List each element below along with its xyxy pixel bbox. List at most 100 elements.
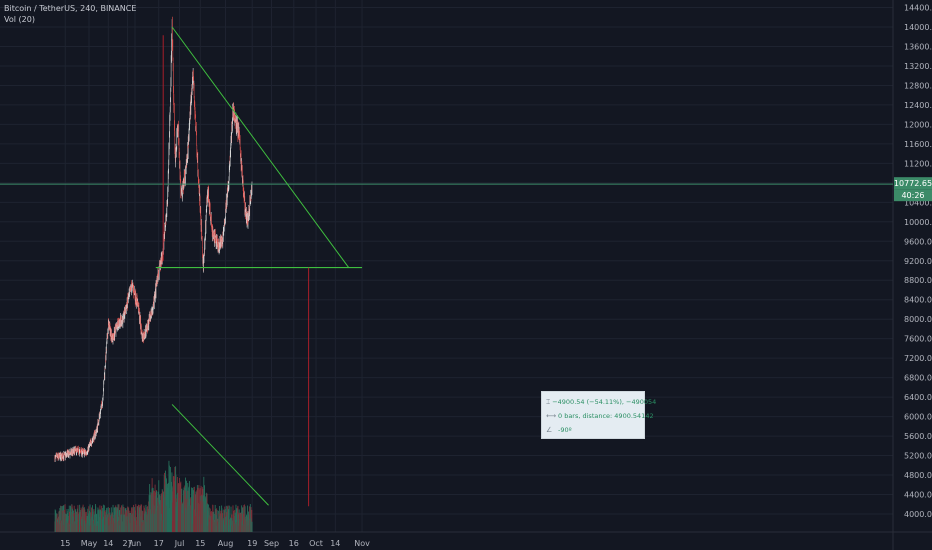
y-tick-label: 14000.00	[904, 23, 932, 32]
volume-bar	[210, 511, 211, 532]
volume-bar	[200, 485, 202, 532]
y-tick-label: 5200.00	[904, 452, 932, 461]
volume-indicator-label[interactable]: Vol (20)	[4, 15, 35, 24]
volume-bar	[171, 486, 173, 532]
volume-bar	[192, 501, 194, 532]
volume-bar	[121, 514, 123, 532]
upper-trendline	[171, 26, 350, 268]
volume-bar	[251, 509, 253, 532]
volume-bar	[210, 516, 212, 532]
volume-bar	[213, 511, 215, 532]
price-candles	[54, 16, 253, 462]
volume-bar	[216, 508, 218, 532]
volume-bar	[68, 508, 70, 532]
drawings[interactable]	[0, 26, 893, 507]
volume-bar	[96, 514, 98, 532]
y-tick-label: 13600.00	[904, 42, 932, 51]
volume-bar	[117, 508, 118, 532]
volume-bar	[231, 518, 233, 532]
x-tick-label: 15	[195, 539, 205, 548]
volume-bar	[242, 513, 244, 532]
y-tick-label: 12000.00	[904, 120, 932, 129]
x-tick-label: 19	[247, 539, 257, 548]
volume-bar	[242, 507, 244, 532]
volume-bar	[168, 465, 170, 532]
volume-bar	[236, 508, 238, 532]
volume-bar	[75, 508, 77, 532]
volume-bar	[83, 507, 85, 532]
volume-bar	[113, 507, 115, 532]
x-tick-label: Sep	[264, 539, 279, 548]
y-tick-label: 12400.00	[904, 101, 932, 110]
volume-bar	[87, 513, 89, 532]
volume-bar	[136, 505, 138, 532]
volume-bar	[119, 515, 121, 532]
y-tick-label: 4000.00	[904, 510, 932, 519]
chart-legend: Bitcoin / TetherUS, 240, BINANCE Vol (20…	[4, 3, 136, 25]
y-tick-label: 13200.00	[904, 62, 932, 71]
x-tick-label: 27	[122, 539, 132, 548]
volume-bar	[72, 508, 73, 532]
volume-bar	[230, 517, 231, 532]
y-tick-label: 12800.00	[904, 81, 932, 90]
volume-bar	[224, 506, 226, 532]
y-tick-label: 9200.00	[904, 257, 932, 266]
price-labels: 10772.65 40:26	[894, 177, 932, 202]
y-tick-label: 10000.00	[904, 218, 932, 227]
y-tick-label: 10400.00	[904, 198, 932, 207]
volume-bar	[144, 511, 146, 532]
volume-bar	[228, 505, 230, 532]
volume-bar	[101, 519, 103, 532]
volume-bar	[216, 510, 218, 532]
volume-bar	[94, 514, 95, 532]
volume-bar	[195, 491, 197, 532]
volume-bar	[198, 489, 200, 532]
volume-bar	[177, 492, 179, 532]
volume-bar	[237, 505, 239, 532]
volume-bar	[244, 506, 246, 532]
angle-icon: ∠	[546, 426, 553, 434]
volume-bar	[69, 511, 71, 532]
x-tick-label: 14	[330, 539, 340, 548]
y-tick-label: 11200.00	[904, 159, 932, 168]
volume-bar	[87, 508, 89, 532]
y-tick-label: 7200.00	[904, 354, 932, 363]
volume-bar	[104, 510, 106, 532]
volume-bar	[125, 512, 127, 532]
volume-bar	[129, 510, 131, 532]
volume-bar	[108, 517, 110, 532]
last-price-label: 10772.65	[894, 179, 932, 188]
volume-bar	[64, 504, 66, 532]
x-tick-label: Nov	[354, 539, 370, 548]
volume-bar	[109, 514, 111, 532]
measure-tooltip: ⌶ −4900.54 (−54.11%), −490054 ⟷ 0 bars, di…	[541, 391, 656, 439]
volume-bar	[139, 516, 141, 532]
volume-bar	[73, 505, 75, 532]
symbol-title[interactable]: Bitcoin / TetherUS, 240, BINANCE	[4, 4, 137, 13]
volume-bar	[203, 476, 205, 532]
volume-bar	[59, 507, 61, 532]
volume-bar	[204, 485, 205, 532]
volume-bar	[82, 504, 84, 532]
price-range-icon: ⌶	[546, 397, 551, 406]
volume-bar	[235, 504, 237, 532]
volume-bar	[127, 506, 129, 532]
volume-bar	[243, 505, 245, 532]
volume-bar	[107, 515, 109, 532]
last-price-label-bg	[894, 177, 932, 190]
y-tick-label: 6800.00	[904, 374, 932, 383]
x-tick-label: 15	[60, 539, 70, 548]
y-tick-label: 8400.00	[904, 296, 932, 305]
volume-bar	[225, 505, 227, 532]
y-tick-label: 8000.00	[904, 315, 932, 324]
volume-trendline	[171, 404, 269, 506]
measure-price-range: −4900.54 (−54.11%), −490054	[552, 398, 657, 406]
volume-bar	[97, 507, 99, 532]
y-tick-label: 5600.00	[904, 432, 932, 441]
volume-bar	[80, 518, 82, 532]
y-tick-label: 6000.00	[904, 413, 932, 422]
y-tick-label: 4800.00	[904, 471, 932, 480]
